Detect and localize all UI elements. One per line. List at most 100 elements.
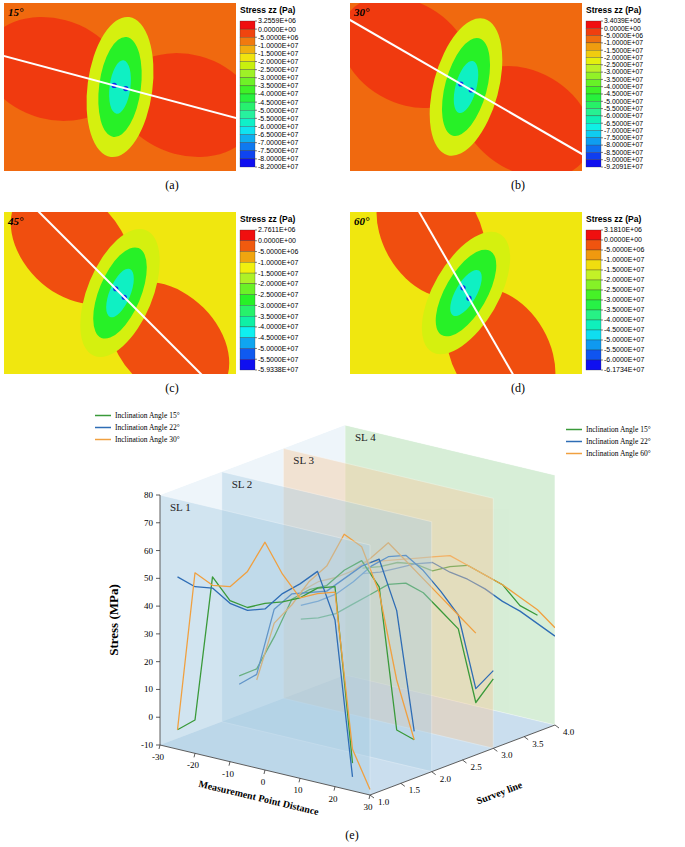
colorbar-band	[586, 250, 601, 260]
colorbar-label: -2.0000E+07	[604, 54, 643, 61]
colorbar-tick	[255, 94, 257, 95]
colorbar-band	[240, 21, 255, 29]
x-tick-label: 20	[329, 794, 339, 804]
angle-label: 15°	[8, 6, 24, 18]
colorbar-band	[586, 94, 601, 101]
colorbar-band	[240, 102, 255, 110]
colorbar-tick	[255, 134, 257, 135]
x-tick	[334, 787, 335, 791]
legend-swatch	[95, 415, 111, 417]
colorbar-tick	[601, 159, 603, 160]
legend: Inclination Angle 15°Inclination Angle 2…	[95, 411, 180, 444]
colorbar-label: -5.0000E+06	[604, 246, 644, 253]
colorbar-band	[240, 126, 255, 134]
plot-area	[160, 425, 555, 795]
angle-label: 60°	[354, 215, 370, 227]
figure: 15°Stress zz (Pa)3.2559E+060.0000E+00-5.…	[0, 0, 685, 847]
y-tick-label: 30	[144, 629, 154, 639]
colorbar-band	[240, 86, 255, 94]
colorbar-tick	[255, 167, 257, 168]
colorbar-tick	[601, 130, 603, 131]
colorbar-band	[240, 70, 255, 78]
z-axis-title: Survey line	[475, 779, 524, 806]
colorbar-tick	[601, 145, 603, 146]
colorbar-tick	[255, 77, 257, 78]
colorbar-band	[586, 28, 601, 35]
colorbar-band	[240, 348, 255, 359]
z-tick	[524, 737, 528, 740]
colorbar-label: -3.5000E+07	[258, 82, 298, 89]
colorbar-tick	[601, 35, 603, 36]
series-line	[178, 571, 353, 777]
colorbar-band	[586, 145, 601, 152]
colorbar-band	[240, 29, 255, 37]
contour-field	[4, 212, 236, 374]
colorbar-tick	[601, 42, 603, 43]
x-tick-label: 30	[364, 802, 374, 812]
colorbar-title: Stress zz (Pa)	[586, 214, 641, 224]
panel-caption: (a)	[165, 178, 178, 192]
colorbar-label: -5.0000E+06	[258, 34, 298, 41]
colorbar-label: -6.5000E+07	[258, 131, 298, 138]
colorbar-band	[586, 79, 601, 86]
colorbar-tick	[255, 126, 257, 127]
colorbar-tick	[255, 305, 257, 306]
colorbar-label: -4.5000E+07	[604, 326, 644, 333]
colorbar-band	[240, 45, 255, 53]
legend: Inclination Angle 15°Inclination Angle 2…	[566, 425, 651, 458]
colorbar-label: -2.5000E+07	[604, 61, 643, 68]
z-axis	[370, 725, 555, 795]
x-tick-label: 10	[294, 785, 304, 795]
y-tick	[156, 606, 160, 607]
legend-swatch	[566, 429, 582, 431]
colorbar-label: -7.0000E+07	[258, 139, 298, 146]
z-tick-label: 4.0	[563, 727, 575, 737]
colorbar-tick	[255, 53, 257, 54]
colorbar-label: -2.5000E+07	[604, 286, 644, 293]
colorbar-band	[586, 87, 601, 94]
colorbar-tick	[601, 72, 603, 73]
colorbar-band	[240, 305, 255, 316]
survey-plane	[160, 495, 370, 795]
colorbar-label: -5.0000E+06	[258, 248, 298, 255]
panel-caption: (d)	[511, 381, 525, 395]
colorbar-band	[240, 284, 255, 295]
y-tick	[156, 633, 160, 634]
colorbar-tick	[601, 230, 603, 231]
z-tick	[555, 725, 559, 728]
colorbar-label: 3.2559E+06	[258, 17, 296, 24]
colorbar-tick	[255, 29, 257, 30]
colorbar-tick	[601, 21, 603, 22]
colorbar-band	[586, 260, 601, 270]
y-tick	[156, 578, 160, 579]
y-tick-label: 50	[144, 573, 154, 583]
colorbar-title: Stress zz (Pa)	[586, 5, 641, 15]
colorbar-band	[240, 94, 255, 102]
colorbar-label: -6.0000E+07	[258, 123, 298, 130]
colorbar-label: -6.1734E+07	[604, 366, 644, 373]
colorbar-band	[586, 270, 601, 280]
colorbar-band	[240, 327, 255, 338]
colorbar-band	[586, 131, 601, 138]
colorbar-tick	[601, 250, 603, 251]
colorbar-tick	[255, 262, 257, 263]
colorbar-label: -2.0000E+07	[604, 276, 644, 283]
colorbar-band	[240, 338, 255, 349]
colorbar-tick	[601, 310, 603, 311]
joint-line	[4, 3, 236, 171]
colorbar-band	[240, 53, 255, 61]
x-tick-label: -30	[152, 752, 164, 762]
y-tick-label: -10	[141, 740, 153, 750]
contour-field	[350, 3, 582, 171]
colorbar-band	[586, 58, 601, 65]
colorbar-label: -3.0000E+07	[258, 302, 298, 309]
colorbar-label: -6.5000E+07	[604, 120, 643, 127]
y-tick-label: 10	[144, 684, 154, 694]
x-tick-label: -20	[187, 760, 199, 770]
colorbar-tick	[601, 101, 603, 102]
z-tick	[463, 760, 467, 763]
plane-labels: SL 4SL 3SL 2SL 1	[170, 431, 376, 513]
colorbar-label: -5.5000E+07	[604, 105, 643, 112]
legend-label: Inclination Angle 22°	[586, 437, 651, 446]
series-line	[178, 577, 353, 763]
